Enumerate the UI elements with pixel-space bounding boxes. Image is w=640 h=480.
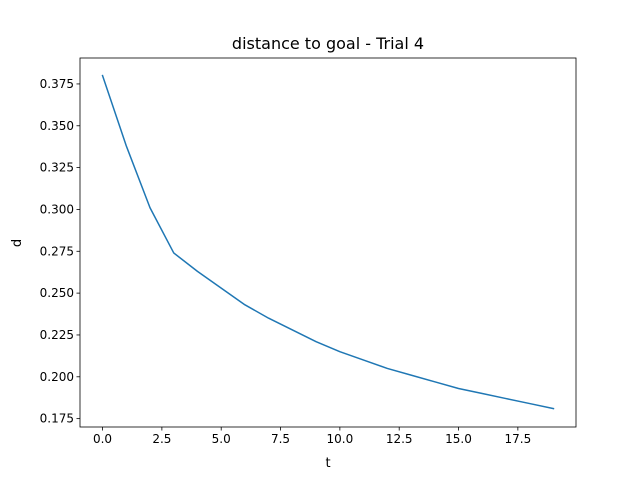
y-tick-label: 0.350 [40,119,74,133]
plot-area [79,57,577,428]
y-tick-label: 0.325 [40,161,74,175]
y-axis-label: d [10,239,25,247]
x-tick-label: 12.5 [386,432,413,446]
x-tick-label: 5.0 [212,432,231,446]
plot-frame [79,57,577,428]
y-tick-label: 0.175 [40,412,74,426]
x-tick-label: 10.0 [327,432,354,446]
x-tick-label: 7.5 [271,432,290,446]
x-axis: 0.0 2.5 5.0 7.5 10.0 12.5 15.0 17.5 [93,427,531,446]
x-axis-label: t [325,456,330,471]
y-axis: 0.175 0.200 0.225 0.250 0.275 0.300 0.325 0.350… [40,77,80,426]
x-tick-label: 0.0 [93,432,112,446]
y-tick-label: 0.300 [40,202,74,216]
x-tick-label: 2.5 [152,432,171,446]
x-tick-label: 17.5 [504,432,531,446]
y-tick-label: 0.275 [40,244,74,258]
x-tick-label: 15.0 [445,432,472,446]
chart-title: distance to goal - Trial 4 [232,34,424,53]
series-line-0 [101,74,555,410]
y-tick-label: 0.250 [40,286,74,300]
y-tick-label: 0.225 [40,328,74,342]
y-tick-label: 0.200 [40,370,74,384]
y-tick-label: 0.375 [40,77,74,91]
